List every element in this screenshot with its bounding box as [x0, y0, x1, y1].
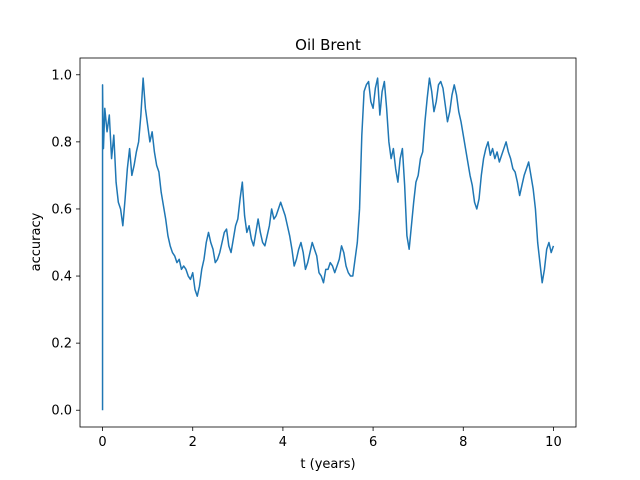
series-line: [101, 77, 555, 411]
y-tick-label: 0.6: [51, 202, 72, 217]
y-axis: 0.0 0.2 0.4 0.6 0.8 1.0: [51, 68, 80, 419]
plot-area: [101, 77, 555, 411]
y-tick-label: 0.4: [51, 270, 72, 285]
x-tick-label: 10: [545, 435, 562, 450]
x-tick-label: 2: [189, 435, 197, 450]
y-tick-label: 0.0: [51, 404, 72, 419]
axes-frame: [79, 57, 577, 428]
x-tick-label: 8: [459, 435, 467, 450]
x-axis-label: t (years): [300, 457, 355, 472]
chart-title: Oil Brent: [295, 36, 361, 54]
x-tick-label: 0: [98, 435, 106, 450]
y-tick-label: 0.2: [51, 337, 72, 352]
x-tick-label: 4: [279, 435, 287, 450]
x-tick-label: 6: [369, 435, 377, 450]
y-tick-label: 0.8: [51, 135, 72, 150]
y-tick-label: 1.0: [51, 68, 72, 83]
x-axis: 0 2 4 6 8 10: [98, 427, 562, 450]
y-axis-label: accuracy: [29, 212, 44, 271]
